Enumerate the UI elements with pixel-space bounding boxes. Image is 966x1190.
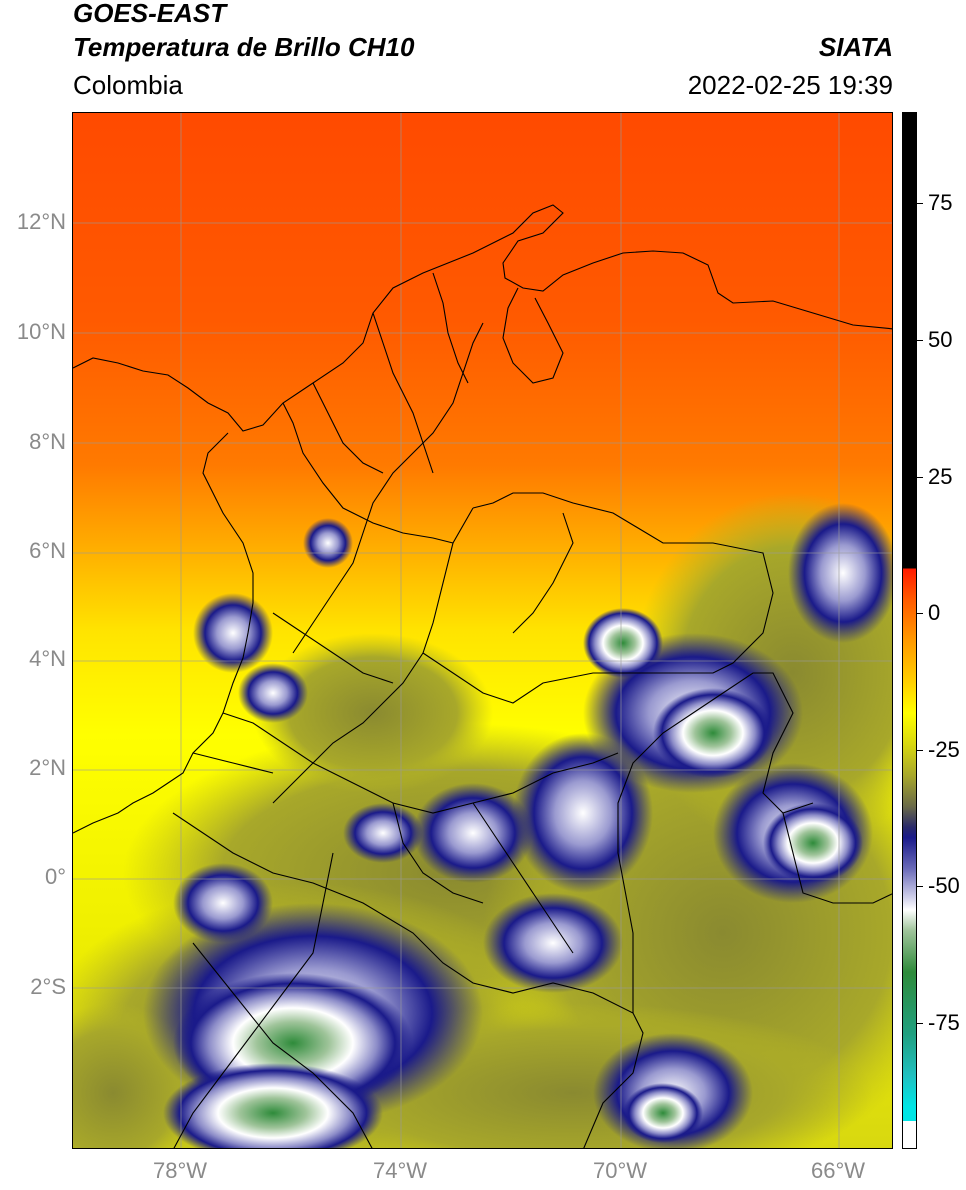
graticule <box>73 113 892 1148</box>
temperature-colorbar <box>902 112 917 1149</box>
brightness-temperature-map[interactable] <box>72 112 893 1149</box>
lon-label-66w: 66°W <box>810 1158 866 1183</box>
colorbar-label-minus50: -50 <box>928 873 960 898</box>
lat-label-8n: 8°N <box>29 429 66 454</box>
map-canvas <box>73 113 892 1148</box>
colorbar-tick <box>917 750 923 751</box>
lat-label-12n: 12°N <box>16 209 66 234</box>
lat-label-10n: 10°N <box>16 319 66 344</box>
borders <box>73 204 892 1148</box>
product-title: Temperatura de Brillo CH10 <box>73 32 415 62</box>
lat-label-2n: 2°N <box>29 755 66 780</box>
lat-label-4n: 4°N <box>29 646 66 671</box>
timestamp-label: 2022-02-25 19:39 <box>687 70 893 100</box>
organization-label: SIATA <box>818 32 893 62</box>
colorbar-label-25: 25 <box>928 464 953 489</box>
colorbar-label-minus75: -75 <box>928 1010 960 1035</box>
colorbar-label-50: 50 <box>928 327 953 352</box>
lat-label-6n: 6°N <box>29 538 66 563</box>
cloud-field <box>73 493 892 1148</box>
colorbar-tick <box>917 886 923 887</box>
satellite-title: GOES-EAST <box>73 0 227 28</box>
lon-label-70w: 70°W <box>592 1158 648 1183</box>
colorbar-tick <box>917 203 923 204</box>
colorbar-tick <box>917 1023 923 1024</box>
colorbar-label-0: 0 <box>928 600 941 625</box>
lon-label-78w: 78°W <box>152 1158 208 1183</box>
lat-label-0: 0° <box>44 864 66 889</box>
colorbar-label-minus25: -25 <box>928 737 960 762</box>
colorbar-label-75: 75 <box>928 190 953 215</box>
region-label: Colombia <box>73 70 183 100</box>
colorbar-tick <box>917 477 923 478</box>
colorbar-tick <box>917 340 923 341</box>
lat-label-2s: 2°S <box>30 974 66 999</box>
lon-label-74w: 74°W <box>372 1158 428 1183</box>
colorbar-tick <box>917 613 923 614</box>
